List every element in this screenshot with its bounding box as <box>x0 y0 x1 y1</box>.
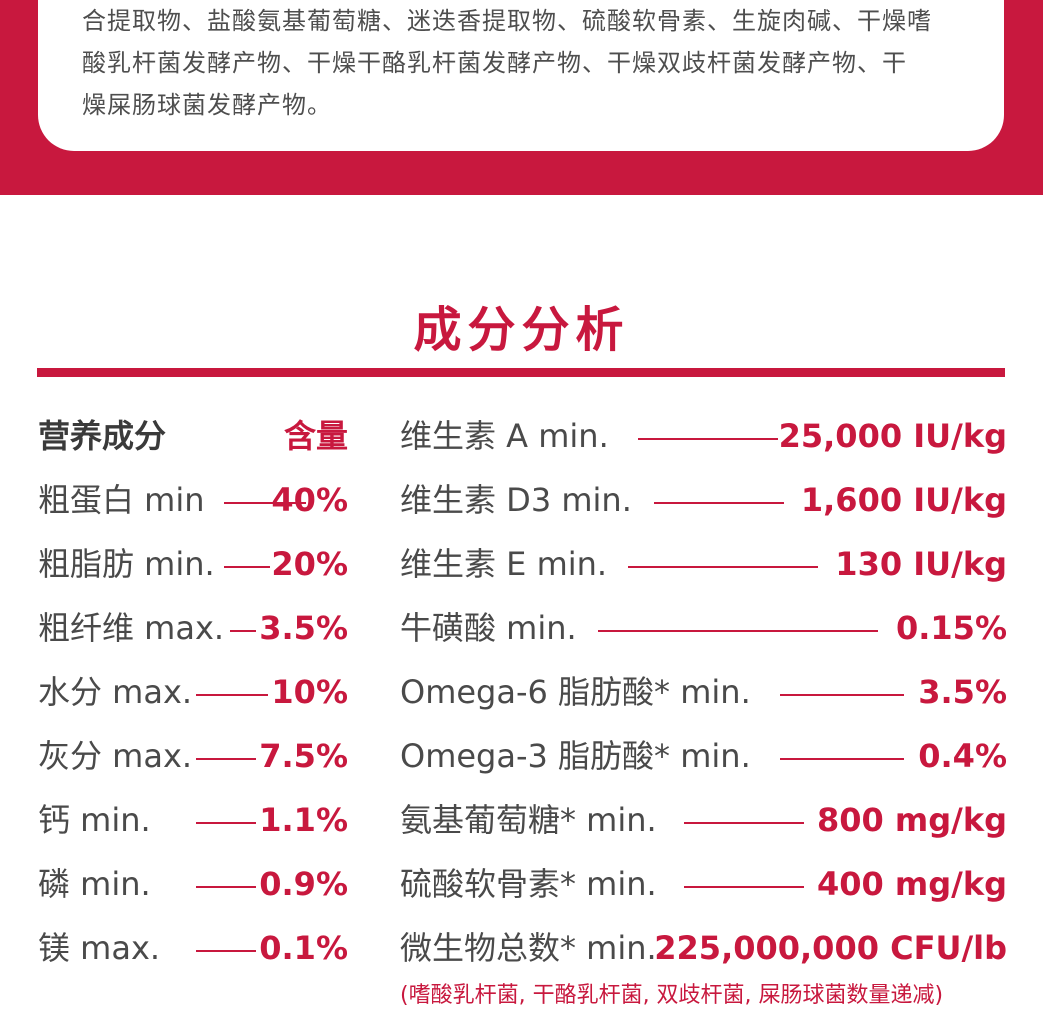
nutrient-label: 镁 max. <box>38 929 161 967</box>
table-row: Omega-6 脂肪酸* min. 3.5% <box>400 668 1007 716</box>
leader-line <box>628 566 818 568</box>
leader-line <box>196 886 256 888</box>
nutrient-value: 1,600 IU/kg <box>800 481 1007 519</box>
probiotic-footnote: (嗜酸乳杆菌, 干酪乳杆菌, 双歧杆菌, 屎肠球菌数量递减) <box>400 983 944 1008</box>
table-row: 硫酸软骨素* min. 400 mg/kg <box>400 860 1007 908</box>
nutrient-label: 维生素 E min. <box>400 545 608 583</box>
table-row: 微生物总数* min. 225,000,000 CFU/lb <box>400 924 1007 972</box>
nutrient-label: 微生物总数* min. <box>400 929 657 967</box>
nutrient-label: 氨基葡萄糖* min. <box>400 801 657 839</box>
nutrient-value: 7.5% <box>259 737 348 775</box>
nutrient-label: 粗纤维 max. <box>38 609 225 647</box>
nutrient-value: 0.15% <box>895 609 1007 647</box>
nutrient-label: Omega-6 脂肪酸* min. <box>400 673 751 711</box>
nutrient-value: 400 mg/kg <box>816 865 1007 903</box>
nutrient-value: 20% <box>271 545 348 583</box>
nutrient-value: 40% <box>271 481 348 519</box>
nutrient-label: 维生素 A min. <box>400 417 609 455</box>
leader-line <box>598 630 878 632</box>
ingredients-line: 合提取物、盐酸氨基葡萄糖、迷迭香提取物、硫酸软骨素、生旋肉碱、干燥嗜 <box>82 7 932 35</box>
leader-line <box>196 822 256 824</box>
table-row: 钙 min. 1.1% <box>38 796 348 844</box>
section-title: 成分分析 <box>413 302 630 358</box>
title-divider <box>37 368 1005 377</box>
ingredients-line: 燥屎肠球菌发酵产物。 <box>82 91 332 119</box>
header-nutrient-label: 营养成分 <box>38 417 167 455</box>
ingredients-card: 合提取物、盐酸氨基葡萄糖、迷迭香提取物、硫酸软骨素、生旋肉碱、干燥嗜 酸乳杆菌发… <box>38 0 1004 151</box>
nutrient-value: 1.1% <box>259 801 348 839</box>
table-row: 水分 max. 10% <box>38 668 348 716</box>
nutrient-label: 磷 min. <box>38 865 151 903</box>
table-row: 粗纤维 max. 3.5% <box>38 604 348 652</box>
leader-line <box>780 694 904 696</box>
nutrient-label: Omega-3 脂肪酸* min. <box>400 737 751 775</box>
left-table-header: 营养成分 含量 <box>38 412 348 460</box>
nutrient-value: 0.9% <box>259 865 348 903</box>
leader-line <box>196 694 268 696</box>
leader-line <box>230 630 256 632</box>
table-row: 维生素 A min. 25,000 IU/kg <box>400 412 1007 460</box>
nutrient-label: 钙 min. <box>38 801 151 839</box>
table-row: 磷 min. 0.9% <box>38 860 348 908</box>
nutrient-label: 灰分 max. <box>38 737 193 775</box>
nutrient-value: 10% <box>271 673 348 711</box>
ingredients-line: 酸乳杆菌发酵产物、干燥干酪乳杆菌发酵产物、干燥双歧杆菌发酵产物、干 <box>82 49 907 77</box>
leader-line <box>196 950 256 952</box>
table-row: 牛磺酸 min. 0.15% <box>400 604 1007 652</box>
table-row: 粗脂肪 min. 20% <box>38 540 348 588</box>
nutrient-label: 粗蛋白 min <box>38 481 205 519</box>
leader-line <box>638 438 778 440</box>
leader-line <box>654 502 784 504</box>
nutrient-value: 25,000 IU/kg <box>778 417 1007 455</box>
table-row: 维生素 D3 min. 1,600 IU/kg <box>400 476 1007 524</box>
table-row: 维生素 E min. 130 IU/kg <box>400 540 1007 588</box>
table-row: 氨基葡萄糖* min. 800 mg/kg <box>400 796 1007 844</box>
leader-line <box>684 886 804 888</box>
table-row: 粗蛋白 min 40% <box>38 476 348 524</box>
nutrient-value: 130 IU/kg <box>835 545 1007 583</box>
nutrient-value: 0.1% <box>259 929 348 967</box>
nutrient-value: 3.5% <box>259 609 348 647</box>
table-row: Omega-3 脂肪酸* min. 0.4% <box>400 732 1007 780</box>
nutrient-label: 硫酸软骨素* min. <box>400 865 657 903</box>
nutrient-label: 粗脂肪 min. <box>38 545 215 583</box>
leader-line <box>224 502 306 504</box>
leader-line <box>780 758 904 760</box>
table-row: 灰分 max. 7.5% <box>38 732 348 780</box>
nutrient-label: 维生素 D3 min. <box>400 481 632 519</box>
table-row: 镁 max. 0.1% <box>38 924 348 972</box>
leader-line <box>224 566 270 568</box>
nutrient-label: 水分 max. <box>38 673 193 711</box>
nutrient-value: 800 mg/kg <box>816 801 1007 839</box>
nutrient-value: 225,000,000 CFU/lb <box>654 929 1007 967</box>
leader-line <box>684 822 804 824</box>
nutrient-value: 0.4% <box>918 737 1007 775</box>
nutrient-label: 牛磺酸 min. <box>400 609 577 647</box>
ingredients-text: 合提取物、盐酸氨基葡萄糖、迷迭香提取物、硫酸软骨素、生旋肉碱、干燥嗜 酸乳杆菌发… <box>82 0 982 126</box>
leader-line <box>196 758 256 760</box>
header-content-label: 含量 <box>283 417 348 455</box>
nutrient-value: 3.5% <box>918 673 1007 711</box>
